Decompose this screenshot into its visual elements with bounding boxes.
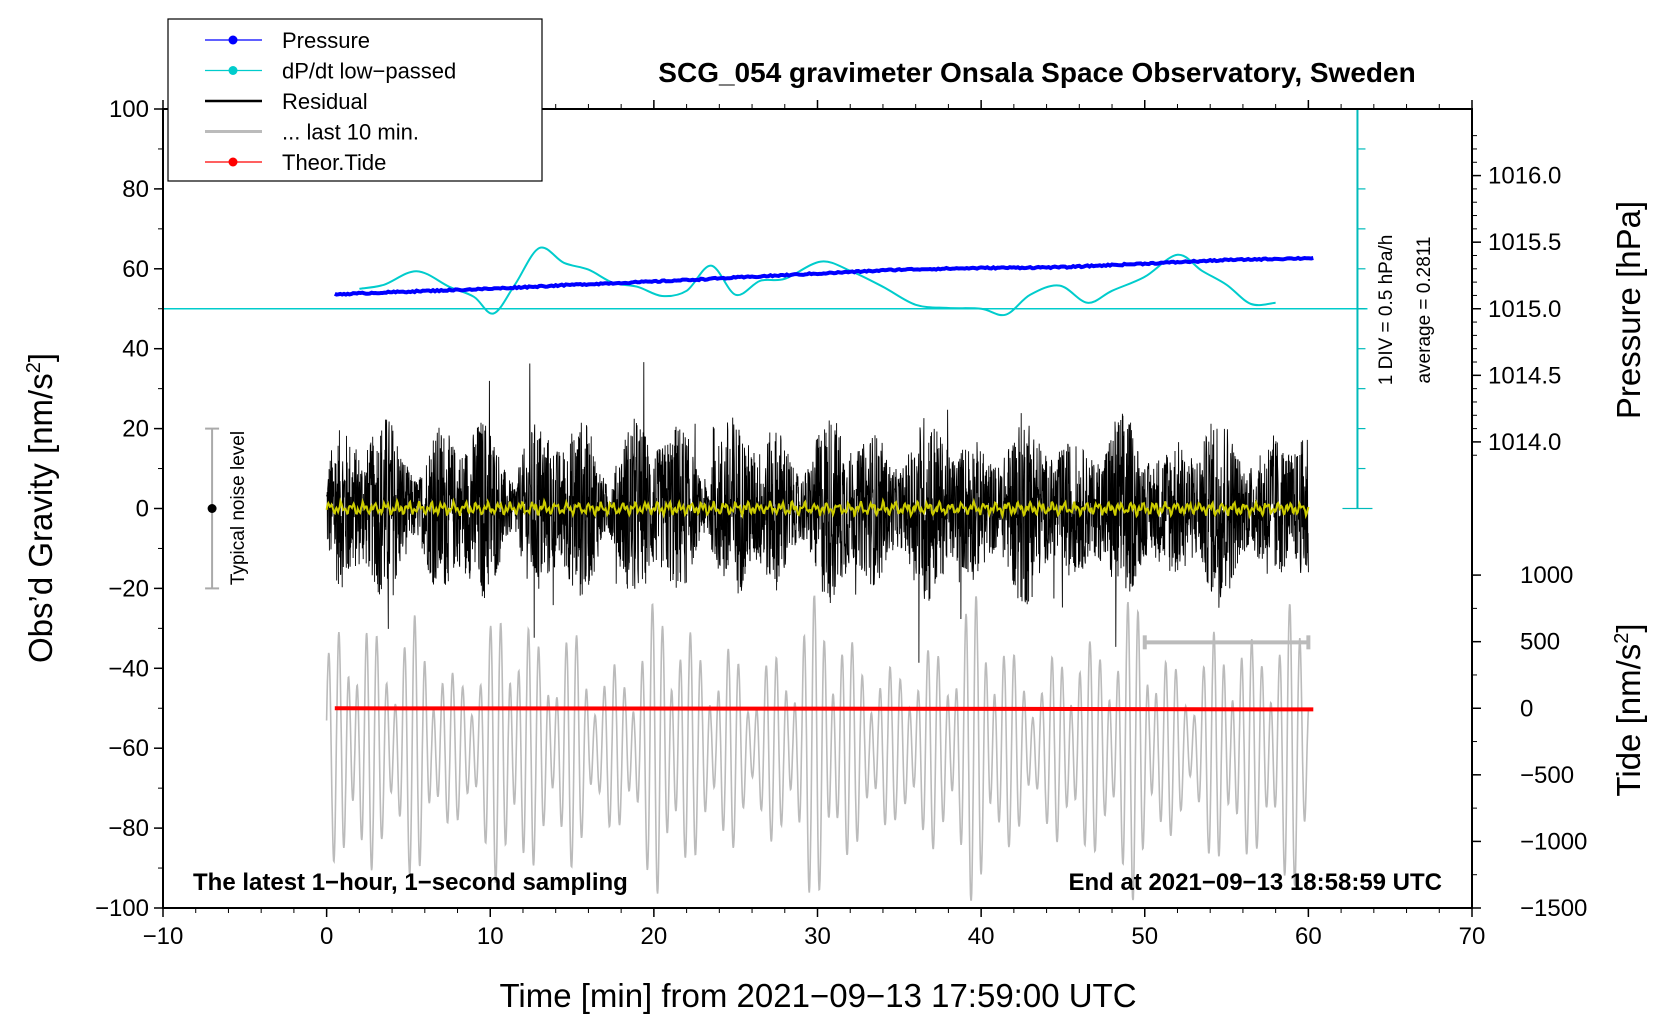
x-tick-label: 20	[641, 923, 668, 950]
axis-ticks: −10 0 10 20 30 40 50 60 70100806040200−20−40−60−…	[95, 96, 1587, 950]
legend-label: Theor.Tide	[282, 150, 386, 175]
bottom-right-note: End at 2021−09−13 18:58:59 UTC	[1068, 869, 1442, 896]
x-tick-label: −10	[143, 923, 184, 950]
y-axis-title-gravity: Obs’d Gravity [nm/s2]	[22, 353, 59, 663]
x-tick-label: 30	[804, 923, 831, 950]
noise-center-dot	[207, 504, 217, 513]
y-tick-label: 80	[122, 176, 149, 203]
tide-tick-label: 1000	[1520, 562, 1573, 589]
legend-label: Pressure	[282, 28, 370, 53]
y-tick-label: −20	[108, 575, 149, 602]
x-tick-label: 10	[477, 923, 504, 950]
tide-tick-label: −500	[1520, 762, 1574, 789]
y-tick-label: 20	[122, 416, 149, 443]
residual-line	[326, 362, 1309, 663]
y-tick-label: 100	[109, 96, 149, 123]
y-tick-label: −60	[108, 735, 149, 762]
legend-marker	[228, 35, 238, 45]
x-tick-label: 40	[968, 923, 995, 950]
pressure-tick-label: 1015.0	[1488, 296, 1561, 323]
pressure-series	[333, 255, 1314, 297]
pressure-tick-label: 1015.5	[1488, 229, 1561, 256]
y-tick-label: −40	[108, 655, 149, 682]
theoretical-tide-series	[334, 706, 1314, 712]
noise-level-label: Typical noise level	[228, 431, 249, 585]
noise-level-indicator	[205, 427, 220, 590]
legend-marker	[228, 157, 238, 167]
y-tick-label: −80	[108, 815, 149, 842]
last-10-min-bar	[1142, 635, 1311, 650]
residual-low-passed-line	[325, 497, 1310, 520]
scale-label: 1 DIV = 0.5 hPa/h	[1376, 235, 1397, 386]
pressure-tick-label: 1016.0	[1488, 163, 1561, 190]
y-tick-label: 0	[136, 496, 149, 523]
tide-tick-label: 0	[1520, 695, 1533, 722]
tide-tick-label: 500	[1520, 629, 1560, 656]
legend-label: Residual	[282, 89, 368, 114]
residual-series	[326, 362, 1309, 663]
tide-tick-label: −1500	[1520, 895, 1587, 922]
average-label: average = 0.2811	[1414, 236, 1435, 383]
tide-tick-label: −1000	[1520, 828, 1587, 855]
dpdt-low-passed-series	[163, 246, 1368, 317]
pressure-tick-label: 1014.5	[1488, 362, 1561, 389]
x-tick-label: 0	[320, 923, 333, 950]
pressure-line	[333, 255, 1314, 297]
chart-title: SCG_054 gravimeter Onsala Space Observat…	[658, 57, 1415, 88]
pressure-tick-label: 1014.0	[1488, 429, 1561, 456]
y-tick-label: 40	[122, 336, 149, 363]
bottom-left-note: The latest 1−hour, 1−second sampling	[193, 869, 628, 896]
y-tick-label: 60	[122, 256, 149, 283]
y-tick-label: −100	[95, 895, 149, 922]
legend: Pressure dP/dt low−passed Residual ... last…	[167, 18, 543, 182]
last-10-min-series	[325, 595, 1310, 901]
y-axis-title-tide: Tide [nm/s2]	[1610, 623, 1647, 796]
legend-label: ... last 10 min.	[282, 120, 419, 145]
tide-line	[334, 706, 1314, 712]
x-axis-title: Time [min] from 2021−09−13 17:59:00 UTC	[499, 977, 1136, 1014]
legend-marker	[228, 66, 238, 75]
x-tick-label: 60	[1295, 923, 1322, 950]
x-tick-label: 70	[1459, 923, 1486, 950]
last-10-min-line	[325, 595, 1310, 901]
residual-low-passed-series	[325, 497, 1310, 520]
legend-label: dP/dt low−passed	[282, 59, 456, 84]
dpdt-line	[359, 246, 1276, 317]
y-axis-title-pressure: Pressure [hPa]	[1610, 201, 1647, 419]
x-tick-label: 50	[1131, 923, 1158, 950]
